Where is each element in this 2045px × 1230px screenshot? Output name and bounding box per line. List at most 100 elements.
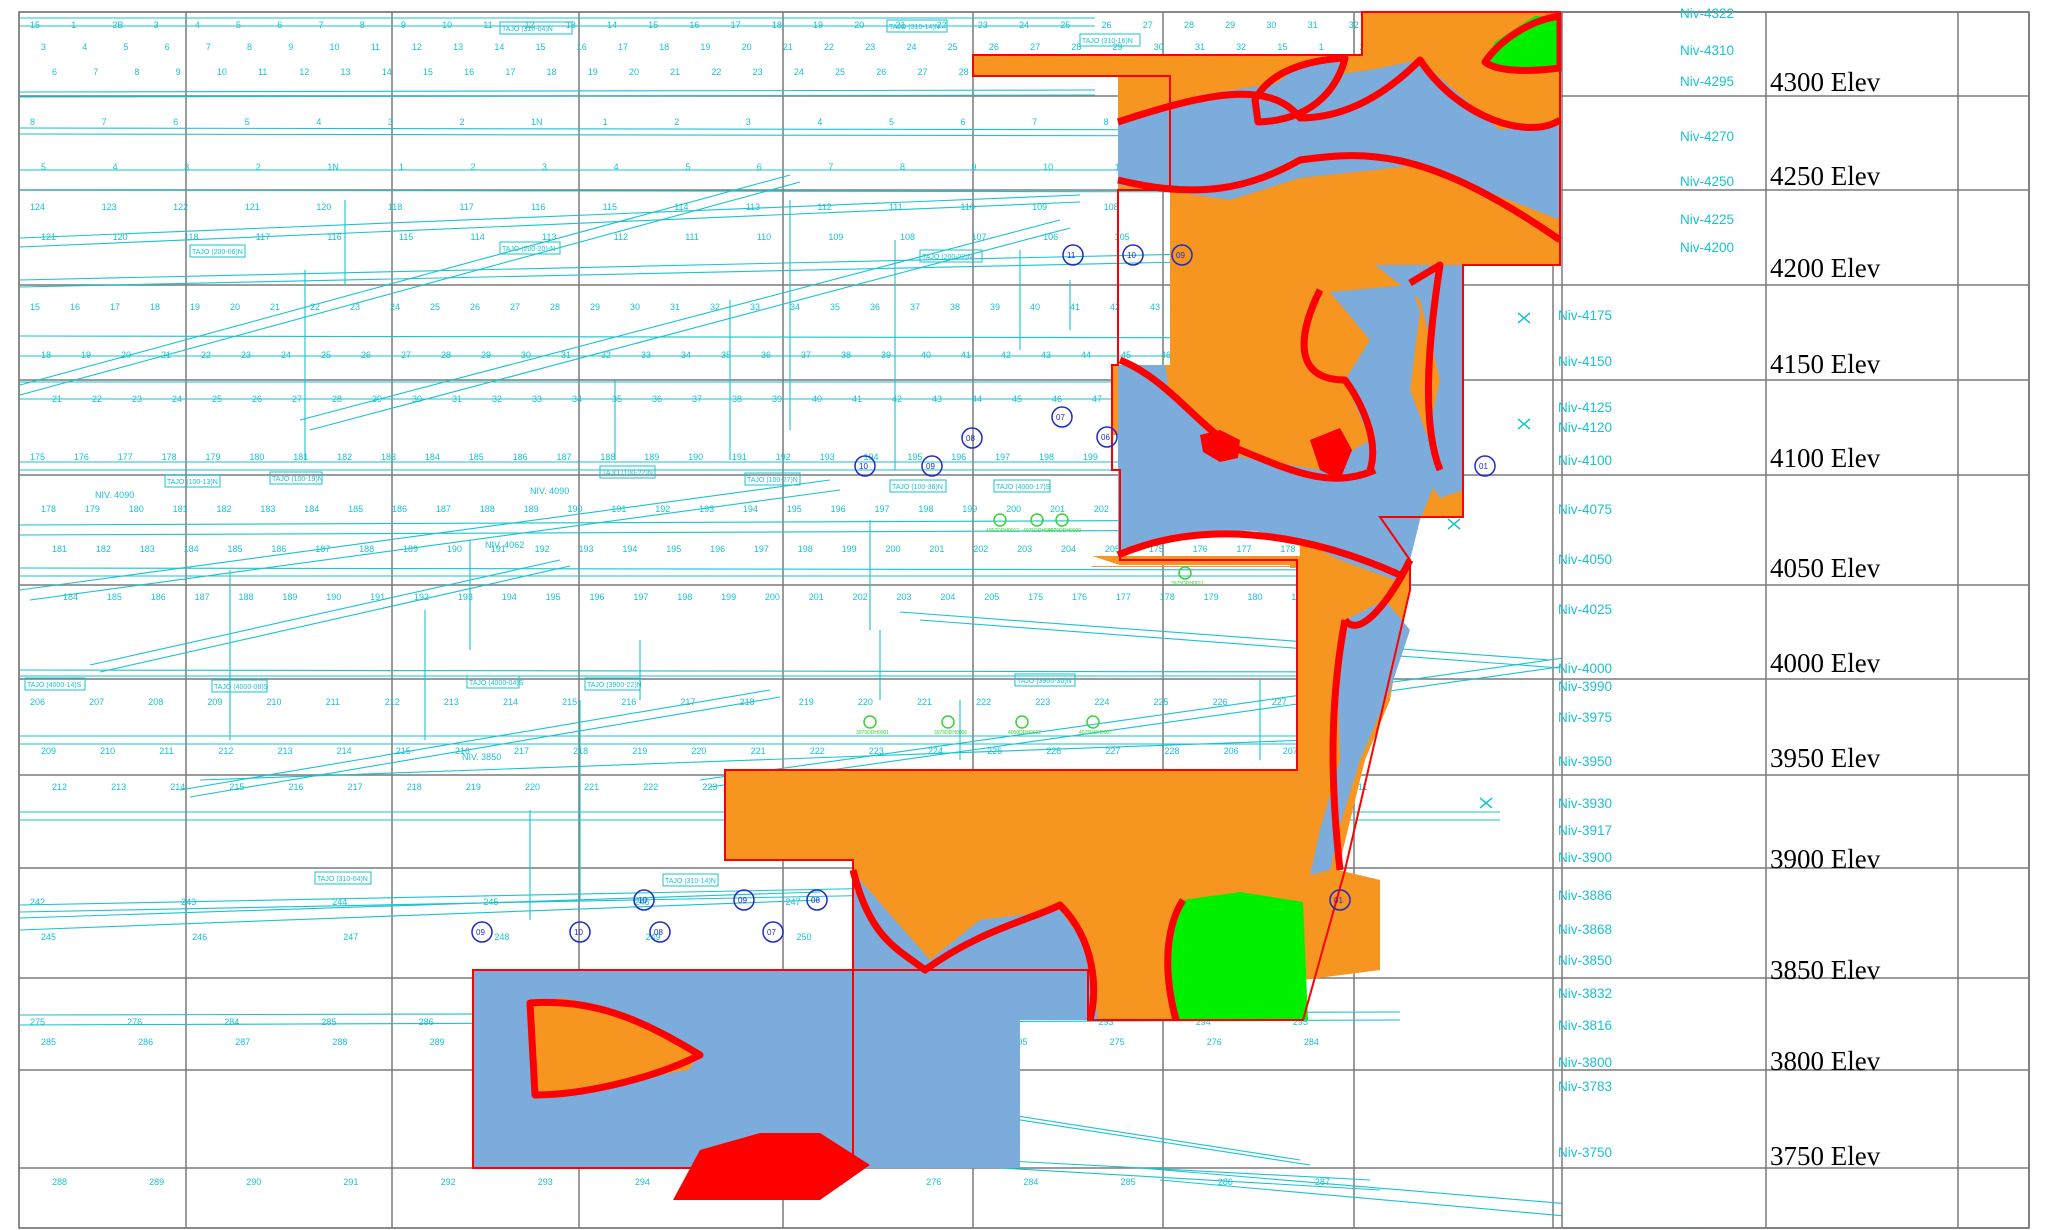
station-number: 118 (184, 232, 198, 242)
station-number: 179 (85, 504, 100, 514)
zone-boundary-line (1116, 530, 1402, 579)
stope-label: TAJO (310-04)N (502, 26, 553, 33)
station-number: 34 (681, 350, 691, 360)
station-number: 223 (869, 746, 884, 756)
station-number: 212 (385, 697, 400, 707)
station-number: 14 (494, 42, 504, 52)
station-number: 287 (1315, 1177, 1330, 1187)
station-number: 114 (674, 202, 688, 212)
station-number: 176 (74, 452, 89, 462)
station-number: 200 (886, 544, 901, 554)
level-marker-text: NIV. 4090 (95, 490, 134, 500)
station-number: 43 (932, 394, 942, 404)
station-number: 17 (731, 20, 741, 30)
stope-outline (993, 479, 1051, 493)
station-number: 247 (343, 932, 358, 942)
station-number: 216 (621, 697, 636, 707)
level-label: Niv-3750 (1558, 1145, 1612, 1160)
station-number: 1 (603, 117, 608, 127)
station-number: 221 (584, 782, 599, 792)
marker-circle: 10 (633, 889, 655, 911)
station-number: 26 (1102, 20, 1112, 30)
station-number: 193 (578, 544, 593, 554)
station-number: 209 (41, 746, 56, 756)
marker-ring (762, 921, 784, 943)
station-number: 38 (732, 394, 742, 404)
elevation-label: 3750 Elev (1770, 1141, 1881, 1171)
zone-boundary-line (1300, 288, 1377, 472)
station-number: 6 (961, 117, 966, 127)
station-number: 219 (799, 697, 814, 707)
station-number: 190 (326, 592, 341, 602)
level-marker-text: NIV. 4090 (530, 486, 569, 496)
station-number: 19 (700, 42, 710, 52)
drillhole-label: 4050DDH0012 (1008, 730, 1041, 736)
level-label: Niv-3832 (1558, 986, 1612, 1001)
station-number: 218 (740, 697, 755, 707)
elevation-label: 4200 Elev (1770, 253, 1881, 283)
stope-label: TAJO (3900-22)N (587, 682, 642, 689)
cross-marker (1479, 797, 1493, 809)
station-number: 120 (113, 232, 128, 242)
stope-label: TAJO (310-14)N (665, 878, 716, 885)
station-number: 205 (984, 592, 999, 602)
station-number: 28 (332, 394, 342, 404)
station-number: 36 (870, 302, 880, 312)
station-number: 18 (41, 350, 51, 360)
station-number: 190 (567, 504, 582, 514)
station-number: 175 (1028, 592, 1043, 602)
station-number: 106 (1043, 232, 1058, 242)
stope-outline (889, 479, 947, 493)
station-number: 199 (842, 544, 857, 554)
station-number: 116 (327, 232, 341, 242)
station-number: 220 (525, 782, 540, 792)
station-number: 6 (52, 67, 57, 77)
station-number: 23 (865, 42, 875, 52)
station-number: 38 (841, 350, 851, 360)
station-number: 195 (666, 544, 681, 554)
station-number: 195 (787, 504, 802, 514)
level-label: Niv-4295 (1680, 74, 1734, 89)
station-number: 198 (1039, 452, 1054, 462)
drift-line (19, 567, 1391, 571)
station-number: 16 (70, 302, 80, 312)
stope-outline (886, 19, 948, 33)
station-number: 222 (810, 746, 825, 756)
stope-label: TAJO (100-19)N (272, 476, 323, 483)
station-number: 3 (746, 117, 751, 127)
station-number: 199 (1083, 452, 1098, 462)
station-number: 4 (316, 117, 321, 127)
host-zone-mid (1118, 285, 1440, 580)
station-number: 41 (852, 394, 862, 404)
station-number: 24 (172, 394, 182, 404)
stope-label: TAJO (100-27)N (747, 477, 798, 484)
station-number: 28 (441, 350, 451, 360)
station-number: 276 (127, 1017, 142, 1027)
station-number: 189 (282, 592, 297, 602)
station-number: 183 (260, 504, 275, 514)
station-number: 26 (989, 42, 999, 52)
station-number: 32 (1236, 42, 1246, 52)
host-zone-upper (1118, 60, 1560, 220)
station-number: 105 (1115, 232, 1130, 242)
station-number: 21 (161, 350, 171, 360)
stope-outline (599, 465, 656, 479)
station-number: 276 (1207, 1037, 1222, 1047)
station-number: 12 (299, 67, 309, 77)
marker-label: 10 (859, 462, 868, 471)
station-number: 25 (835, 67, 845, 77)
station-number: 42 (1110, 302, 1120, 312)
station-number: 111 (889, 202, 903, 212)
station-number: 1 (71, 20, 76, 30)
drift-ramp (699, 649, 1621, 781)
station-number: 107 (972, 232, 987, 242)
station-number: 3 (542, 162, 547, 172)
station-number: 293 (538, 1177, 553, 1187)
station-number: 284 (1304, 1037, 1319, 1047)
station-number: 26 (252, 394, 262, 404)
station-number: 26 (470, 302, 480, 312)
station-number: 39 (990, 302, 1000, 312)
station-number: 197 (754, 544, 769, 554)
marker-ring (854, 455, 876, 477)
